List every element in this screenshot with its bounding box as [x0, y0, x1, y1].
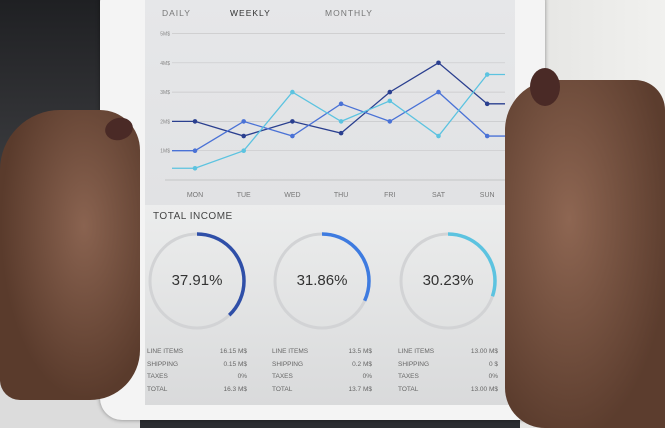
row-label: SHIPPING	[147, 360, 179, 368]
data-point	[387, 98, 393, 104]
summary-row: SHIPPING 0.15 M$	[147, 361, 247, 368]
summary-row: TOTAL 13.00 M$	[398, 386, 498, 393]
x-tick-label: MON	[187, 192, 203, 199]
row-value: 0.2 M$	[352, 360, 372, 368]
tab-daily[interactable]: DAILY	[162, 8, 191, 18]
row-value: 0 $	[488, 360, 498, 368]
donut-arc	[148, 232, 246, 330]
donut-arc	[399, 232, 497, 330]
data-point	[290, 133, 295, 139]
row-label: LINE ITEMS	[398, 348, 435, 355]
y-tick-label: 1M$	[160, 149, 170, 155]
data-point	[290, 119, 295, 124]
tab-monthly[interactable]: MONTHLY	[325, 8, 373, 18]
row-label: LINE ITEMS	[147, 348, 184, 355]
x-tick-label: WED	[284, 192, 300, 199]
donut-arc	[273, 232, 371, 330]
row-label: TOTAL	[398, 385, 419, 393]
row-value: 13.00 M$	[470, 348, 498, 355]
row-label: TAXES	[147, 373, 168, 380]
data-point	[387, 119, 393, 124]
data-point	[241, 148, 246, 153]
data-point	[338, 130, 344, 136]
data-point	[192, 165, 198, 171]
row-value: 13.7 M$	[348, 385, 373, 393]
data-point	[241, 119, 246, 124]
row-value: 0.15 M$	[223, 360, 248, 368]
row-value: 16.15 M$	[219, 348, 247, 355]
y-tick-label: 3M$	[160, 90, 170, 96]
summary-row: TOTAL 16.3 M$	[147, 386, 247, 393]
x-tick-label: THU	[334, 192, 348, 199]
row-label: TOTAL	[147, 385, 168, 393]
x-tick-label: SAT	[432, 192, 446, 199]
row-label: TAXES	[272, 373, 293, 380]
row-value: 13.00 M$	[470, 385, 498, 393]
row-value: 16.3 M$	[223, 385, 248, 393]
data-point	[338, 101, 344, 107]
summary-row: TAXES 0%	[272, 373, 372, 380]
data-point	[436, 133, 441, 139]
summary-row: TOTAL 13.7 M$	[272, 386, 372, 393]
series-line	[172, 62, 505, 137]
data-point	[192, 119, 198, 124]
data-point	[241, 133, 246, 139]
row-value: 0%	[488, 373, 498, 380]
right-hand	[505, 80, 665, 428]
data-point	[484, 101, 490, 107]
data-point	[484, 72, 490, 77]
left-hand	[0, 110, 140, 400]
row-label: SHIPPING	[398, 360, 430, 368]
summary-row: LINE ITEMS 13.00 M$	[398, 348, 498, 355]
summary-row: TAXES 0%	[147, 373, 247, 380]
summary-row: SHIPPING 0 $	[398, 361, 498, 368]
row-label: SHIPPING	[272, 360, 304, 368]
data-point	[436, 60, 441, 66]
summary-row: LINE ITEMS 16.15 M$	[147, 348, 247, 355]
percent-label: 31.86%	[296, 272, 348, 289]
x-tick-label: SUN	[480, 192, 495, 199]
data-point	[338, 119, 344, 124]
data-point	[192, 148, 198, 153]
percent-label: 30.23%	[422, 272, 474, 289]
x-tick-label: FRI	[384, 192, 395, 199]
data-point	[484, 133, 490, 139]
data-point	[290, 89, 295, 95]
data-point	[436, 89, 441, 95]
percent-label: 37.91%	[171, 272, 223, 289]
x-tick-label: TUE	[237, 192, 251, 199]
summary-row: LINE ITEMS 13.5 M$	[272, 348, 372, 355]
total-income-title: TOTAL INCOME	[153, 211, 233, 222]
row-label: TOTAL	[272, 385, 293, 393]
y-tick-label: 2M$	[160, 119, 170, 125]
row-value: 0%	[362, 373, 372, 380]
data-point	[387, 89, 393, 95]
row-label: TAXES	[398, 373, 419, 380]
row-label: LINE ITEMS	[272, 348, 309, 355]
row-value: 0%	[237, 373, 247, 380]
row-value: 13.5 M$	[348, 348, 373, 355]
income-panel	[145, 205, 515, 405]
summary-row: TAXES 0%	[398, 373, 498, 380]
y-tick-label: 5M$	[160, 32, 170, 38]
summary-row: SHIPPING 0.2 M$	[272, 361, 372, 368]
fingernail	[530, 68, 560, 106]
y-tick-label: 4M$	[160, 61, 170, 67]
tab-weekly[interactable]: WEEKLY	[230, 8, 271, 18]
